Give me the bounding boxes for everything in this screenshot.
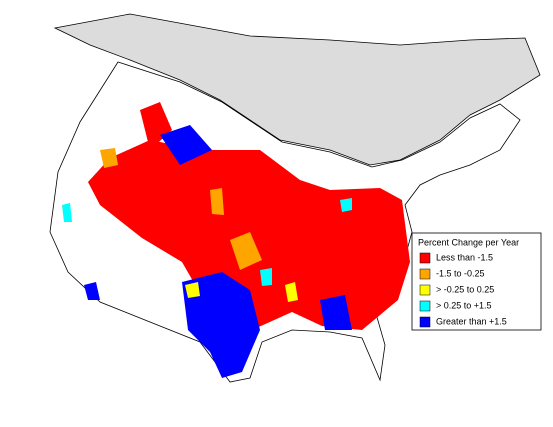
area-cyan [340,198,352,212]
legend-swatch [419,268,431,280]
area-orange [100,148,118,168]
legend-title: Percent Change per Year [418,237,519,247]
legend-label: > 0.25 to +1.5 [436,300,492,310]
legend-label: Less than -1.5 [436,252,493,262]
northern-region [53,13,541,166]
legend-swatch [419,300,431,312]
area-orange [230,232,262,270]
area-orange [210,188,224,215]
legend-box [411,232,542,331]
legend: Percent Change per Year Less than -1.5 -1… [411,232,542,331]
legend-label: > -0.25 to 0.25 [436,284,494,294]
area-red [140,102,172,150]
area-blue [182,272,260,378]
area-blue [320,295,352,330]
area-yellow [185,282,200,298]
legend-label: Greater than +1.5 [436,316,507,326]
legend-swatch [419,284,431,296]
area-cyan [260,268,272,286]
legend-swatch [419,252,431,264]
area-blue [160,125,212,165]
legend-swatch [419,316,431,328]
change-areas [62,102,410,378]
area-cyan [62,203,72,222]
area-blue [84,282,100,300]
legend-label: -1.5 to -0.25 [436,268,485,278]
area-yellow [285,282,298,302]
